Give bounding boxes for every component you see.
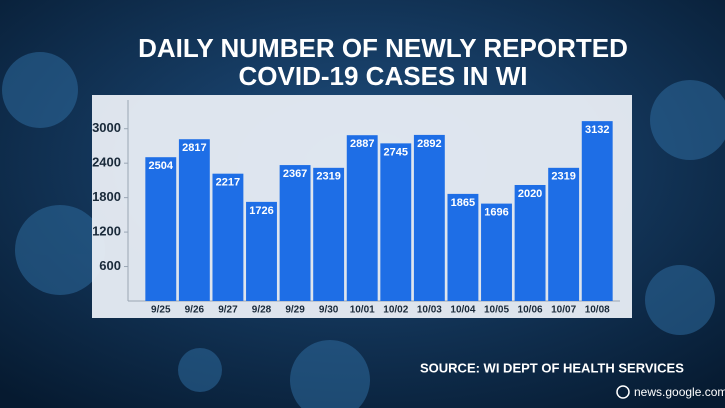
bar [246,201,277,301]
value-label: 1865 [451,197,475,209]
bar [447,193,479,301]
x-tick-label: 10/04 [450,305,475,316]
x-tick-label: 10/05 [484,305,509,316]
value-label: 2367 [283,168,307,180]
x-tick-label: 10/03 [417,305,442,316]
x-tick-label: 10/07 [551,305,576,316]
watermark-icon [616,385,630,399]
value-label: 2217 [216,177,240,189]
value-label: 3132 [585,124,609,136]
watermark: news.google.com [634,385,725,399]
chart-title: COVID-19 CASES IN WI [239,61,528,91]
value-label: 1696 [484,207,508,219]
bar [514,184,546,301]
x-tick-label: 10/02 [383,305,408,316]
x-tick-label: 9/26 [185,305,205,316]
bar [178,139,210,301]
value-label: 1726 [249,205,273,217]
value-label: 2319 [551,171,575,183]
x-tick-label: 9/29 [285,305,305,316]
bar [145,157,177,301]
value-label: 2504 [149,160,174,172]
y-tick-label: 1800 [92,189,121,204]
x-tick-label: 10/06 [518,305,543,316]
x-tick-label: 10/01 [350,305,375,316]
y-tick-label: 600 [99,258,121,273]
x-tick-label: 10/08 [585,305,610,316]
x-tick-label: 9/25 [151,305,171,316]
x-tick-label: 9/30 [319,305,339,316]
chart-title: DAILY NUMBER OF NEWLY REPORTED [138,33,628,63]
value-label: 2020 [518,188,542,200]
y-tick-label: 1200 [92,224,121,239]
value-label: 2745 [384,146,408,158]
y-tick-label: 2400 [92,155,121,170]
bar [279,165,311,301]
bar [548,167,580,301]
value-label: 2319 [316,171,340,183]
source-note: SOURCE: WI DEPT OF HEALTH SERVICES [420,360,684,375]
virus-decoration [2,52,725,408]
bar [346,135,378,301]
value-label: 2892 [417,138,441,150]
bar [313,167,345,301]
value-label: 2817 [182,142,206,154]
bar [481,203,512,301]
y-tick-label: 3000 [92,120,121,135]
value-label: 2887 [350,138,374,150]
x-tick-label: 9/28 [252,305,272,316]
bar [413,134,445,301]
bar [212,173,244,301]
x-tick-label: 9/27 [218,305,238,316]
bar [380,143,412,301]
bar [581,121,613,301]
